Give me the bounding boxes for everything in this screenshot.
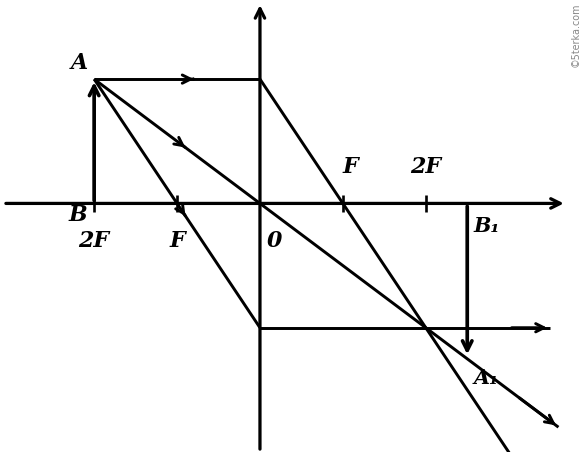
Text: 2F: 2F — [79, 230, 110, 252]
Text: 2F: 2F — [410, 156, 441, 178]
Text: A: A — [71, 52, 87, 74]
Text: B₁: B₁ — [474, 216, 500, 236]
Text: F: F — [343, 156, 359, 178]
Text: A₁: A₁ — [474, 367, 499, 387]
Text: ©5terka.com: ©5terka.com — [571, 3, 581, 67]
Text: 0: 0 — [267, 230, 283, 252]
Text: F: F — [169, 230, 185, 252]
Text: B: B — [69, 204, 87, 226]
